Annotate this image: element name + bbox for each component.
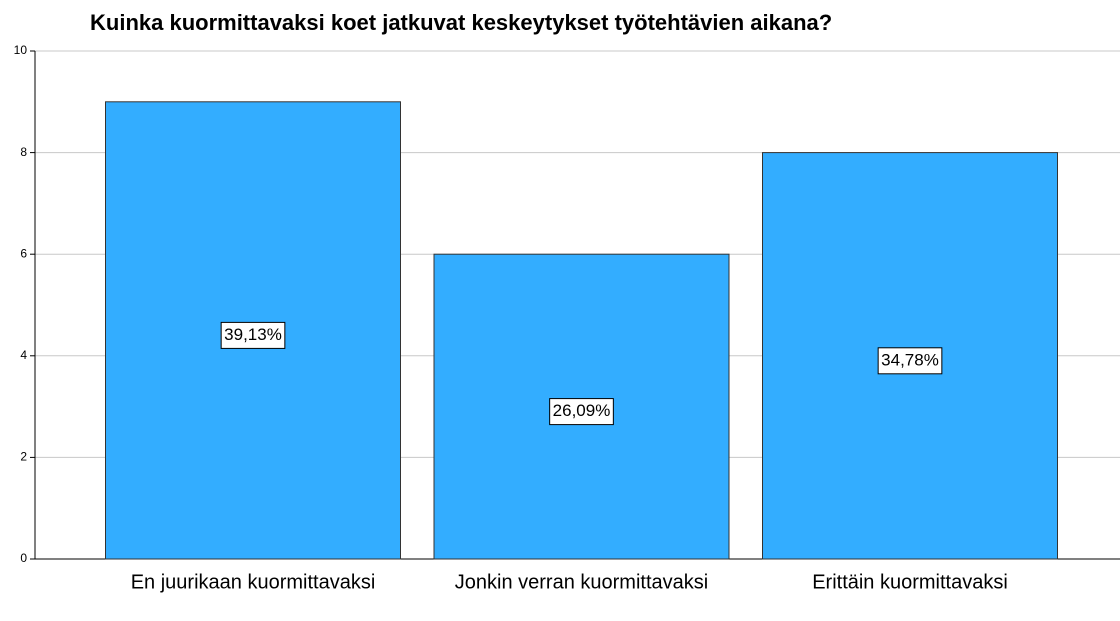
y-tick-label: 0 <box>20 551 27 565</box>
value-label-bg <box>549 398 614 426</box>
value-label: 39,13% <box>224 325 282 344</box>
y-tick-label: 4 <box>20 348 27 362</box>
y-tick-label: 10 <box>14 43 28 57</box>
value-label-box: 39,13% <box>220 321 286 349</box>
value-label: 34,78% <box>881 350 939 369</box>
value-label-box: 34,78% <box>877 347 943 375</box>
x-tick-label: Erittäin kuormittavaksi <box>812 571 1008 593</box>
x-tick-label: En juurikaan kuormittavaksi <box>131 571 376 593</box>
y-tick-label: 2 <box>20 450 27 464</box>
value-label-box: 26,09% <box>549 398 614 426</box>
value-label: 26,09% <box>553 401 611 420</box>
value-label-bg <box>877 347 943 375</box>
x-tick-label: Jonkin verran kuormittavaksi <box>455 571 708 593</box>
y-tick-label: 8 <box>20 145 27 159</box>
y-tick-label: 6 <box>20 246 27 260</box>
value-label-bg <box>220 321 286 349</box>
chart-title: Kuinka kuormittavaksi koet jatkuvat kesk… <box>90 10 832 35</box>
